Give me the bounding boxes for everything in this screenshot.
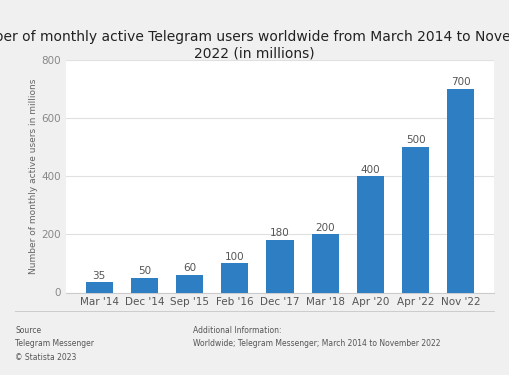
Text: 60: 60 (183, 263, 196, 273)
Y-axis label: Number of monthly active users in millions: Number of monthly active users in millio… (29, 79, 38, 274)
Bar (131, 278, 158, 292)
Text: 180: 180 (270, 228, 290, 238)
Bar (447, 89, 474, 292)
Text: Additional Information:
Worldwide; Telegram Messenger; March 2014 to November 20: Additional Information: Worldwide; Teleg… (193, 326, 441, 348)
Bar (266, 240, 294, 292)
Text: 500: 500 (406, 135, 426, 146)
Bar (402, 147, 429, 292)
Bar (176, 275, 203, 292)
Text: 700: 700 (451, 77, 470, 87)
Text: Number of monthly active Telegram users worldwide from March 2014 to November
20: Number of monthly active Telegram users … (0, 30, 509, 60)
Text: Source
Telegram Messenger
© Statista 2023: Source Telegram Messenger © Statista 202… (15, 326, 94, 362)
Text: 50: 50 (138, 266, 151, 276)
Text: 100: 100 (225, 252, 244, 262)
Text: 200: 200 (316, 223, 335, 232)
Bar (221, 263, 248, 292)
Text: 400: 400 (360, 165, 380, 174)
Bar (86, 282, 112, 292)
Bar (357, 176, 384, 292)
Bar (312, 234, 338, 292)
Text: 35: 35 (93, 271, 106, 280)
